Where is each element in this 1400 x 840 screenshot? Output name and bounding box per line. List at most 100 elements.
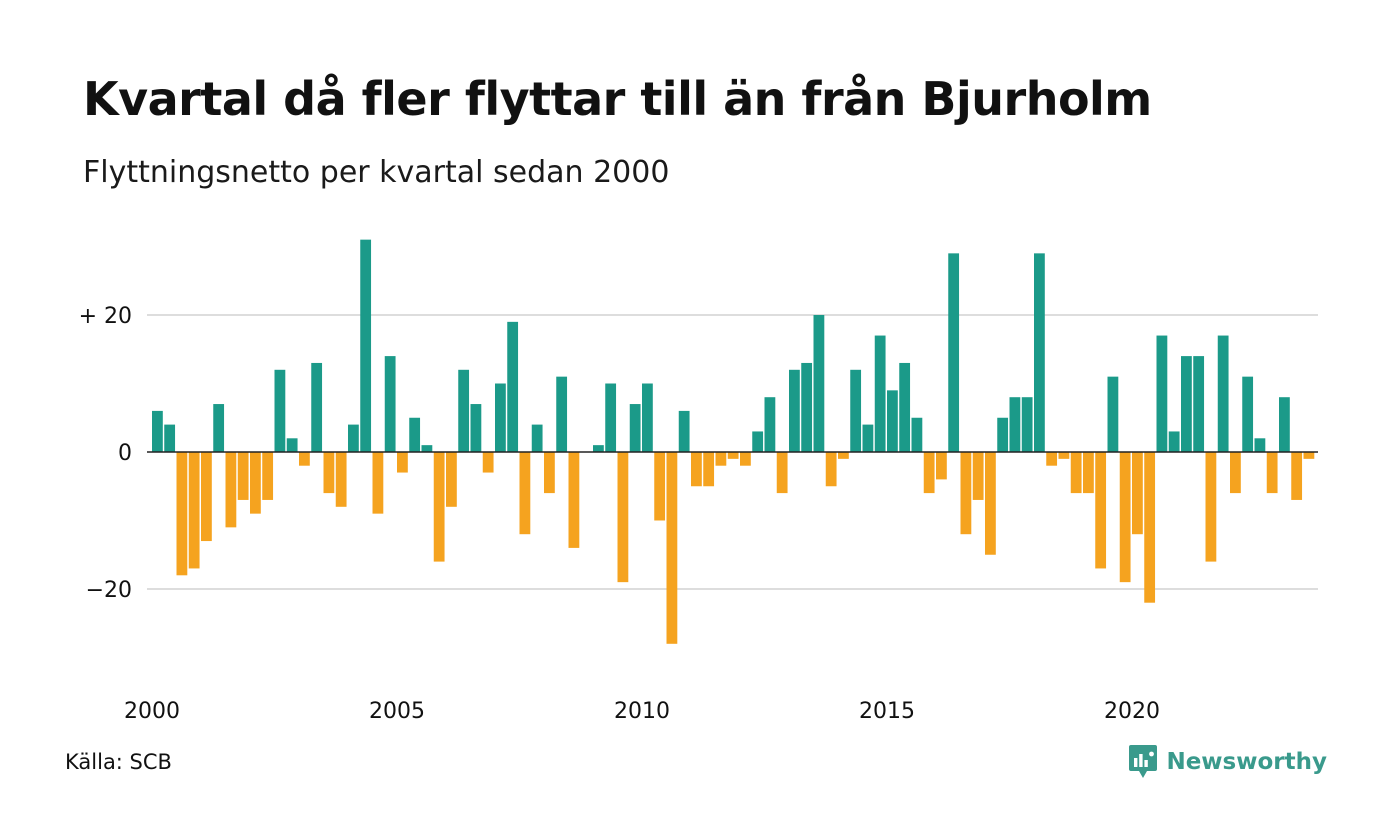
bar — [299, 452, 310, 466]
bar — [262, 452, 274, 500]
bar — [1144, 452, 1156, 603]
bar — [225, 452, 237, 528]
bars — [152, 239, 1315, 644]
bar — [1021, 397, 1033, 452]
bar — [1009, 397, 1021, 452]
bar — [188, 452, 200, 569]
bar — [311, 362, 323, 452]
bar — [482, 452, 494, 473]
bar — [213, 404, 225, 452]
newsworthy-icon — [1129, 745, 1158, 778]
bar — [495, 383, 506, 452]
bar — [1168, 431, 1180, 452]
x-tick-label: 2000 — [124, 699, 180, 724]
bar — [446, 452, 457, 507]
bar — [250, 452, 261, 514]
bar — [997, 417, 1009, 452]
bar — [862, 424, 874, 452]
x-tick-label: 2020 — [1104, 699, 1160, 724]
bar — [470, 404, 482, 452]
bar — [764, 397, 776, 452]
bar — [740, 452, 751, 466]
bar — [1193, 356, 1205, 452]
bar — [1119, 452, 1131, 583]
bar — [825, 452, 837, 487]
bar — [409, 417, 421, 452]
brand-logo: Newsworthy — [1128, 744, 1327, 780]
y-tick-label: + 20 — [79, 304, 132, 329]
y-tick-label: 0 — [118, 441, 132, 466]
bar — [666, 452, 678, 644]
bar — [813, 315, 825, 452]
bar — [801, 362, 813, 452]
bar — [715, 452, 727, 466]
bar — [201, 452, 212, 542]
bar — [384, 356, 396, 452]
bar — [237, 452, 249, 500]
bar — [1095, 452, 1107, 569]
bar — [1291, 452, 1303, 500]
bar — [703, 452, 715, 487]
bar — [972, 452, 984, 500]
bar — [323, 452, 335, 494]
grid-lines — [147, 314, 1318, 590]
bar — [911, 417, 923, 452]
bar — [360, 239, 372, 452]
bar — [348, 424, 359, 452]
bar — [507, 321, 519, 452]
bar — [1230, 452, 1241, 494]
bar — [654, 452, 666, 521]
bar — [1046, 452, 1058, 466]
bar — [789, 369, 800, 452]
bar — [1181, 356, 1192, 452]
x-tick-label: 2005 — [369, 699, 425, 724]
brand-name: Newsworthy — [1166, 749, 1327, 775]
bar — [960, 452, 972, 535]
bar — [776, 452, 788, 494]
y-axis-ticks: + 20 0 −20 — [79, 304, 132, 603]
bar — [531, 424, 543, 452]
bar — [421, 445, 433, 452]
bar — [372, 452, 384, 514]
bar — [629, 404, 641, 452]
source-note: Källa: SCB — [65, 750, 172, 774]
bar — [1156, 335, 1168, 452]
bar — [948, 253, 960, 452]
bar — [605, 383, 617, 452]
bar — [1058, 452, 1070, 459]
y-tick-label: −20 — [86, 578, 132, 603]
bar — [874, 335, 886, 452]
bar — [1070, 452, 1082, 494]
chart-title: Kvartal då fler flyttar till än från Bju… — [83, 72, 1152, 126]
x-tick-label: 2015 — [859, 699, 915, 724]
bar — [1107, 376, 1119, 452]
bar — [458, 369, 470, 452]
bar — [642, 383, 653, 452]
bar — [1205, 452, 1217, 562]
bar — [850, 369, 862, 452]
bar — [1217, 335, 1229, 452]
bar — [1279, 397, 1290, 452]
bar — [936, 452, 947, 480]
x-axis-ticks: 2000 2005 2010 2015 2020 — [124, 699, 1160, 724]
x-tick-label: 2010 — [614, 699, 670, 724]
bar — [593, 445, 604, 452]
bar — [1254, 438, 1266, 452]
bar — [544, 452, 555, 494]
bar — [678, 410, 690, 452]
bar — [433, 452, 445, 562]
bar — [985, 452, 996, 555]
bar — [1132, 452, 1143, 535]
bar — [335, 452, 347, 507]
bar — [164, 424, 176, 452]
bar — [617, 452, 629, 583]
bar — [1083, 452, 1094, 494]
bar — [727, 452, 739, 459]
bar — [519, 452, 531, 535]
bar — [152, 410, 163, 452]
bar — [752, 431, 764, 452]
bar — [274, 369, 286, 452]
bar — [899, 362, 911, 452]
bar — [1242, 376, 1254, 452]
